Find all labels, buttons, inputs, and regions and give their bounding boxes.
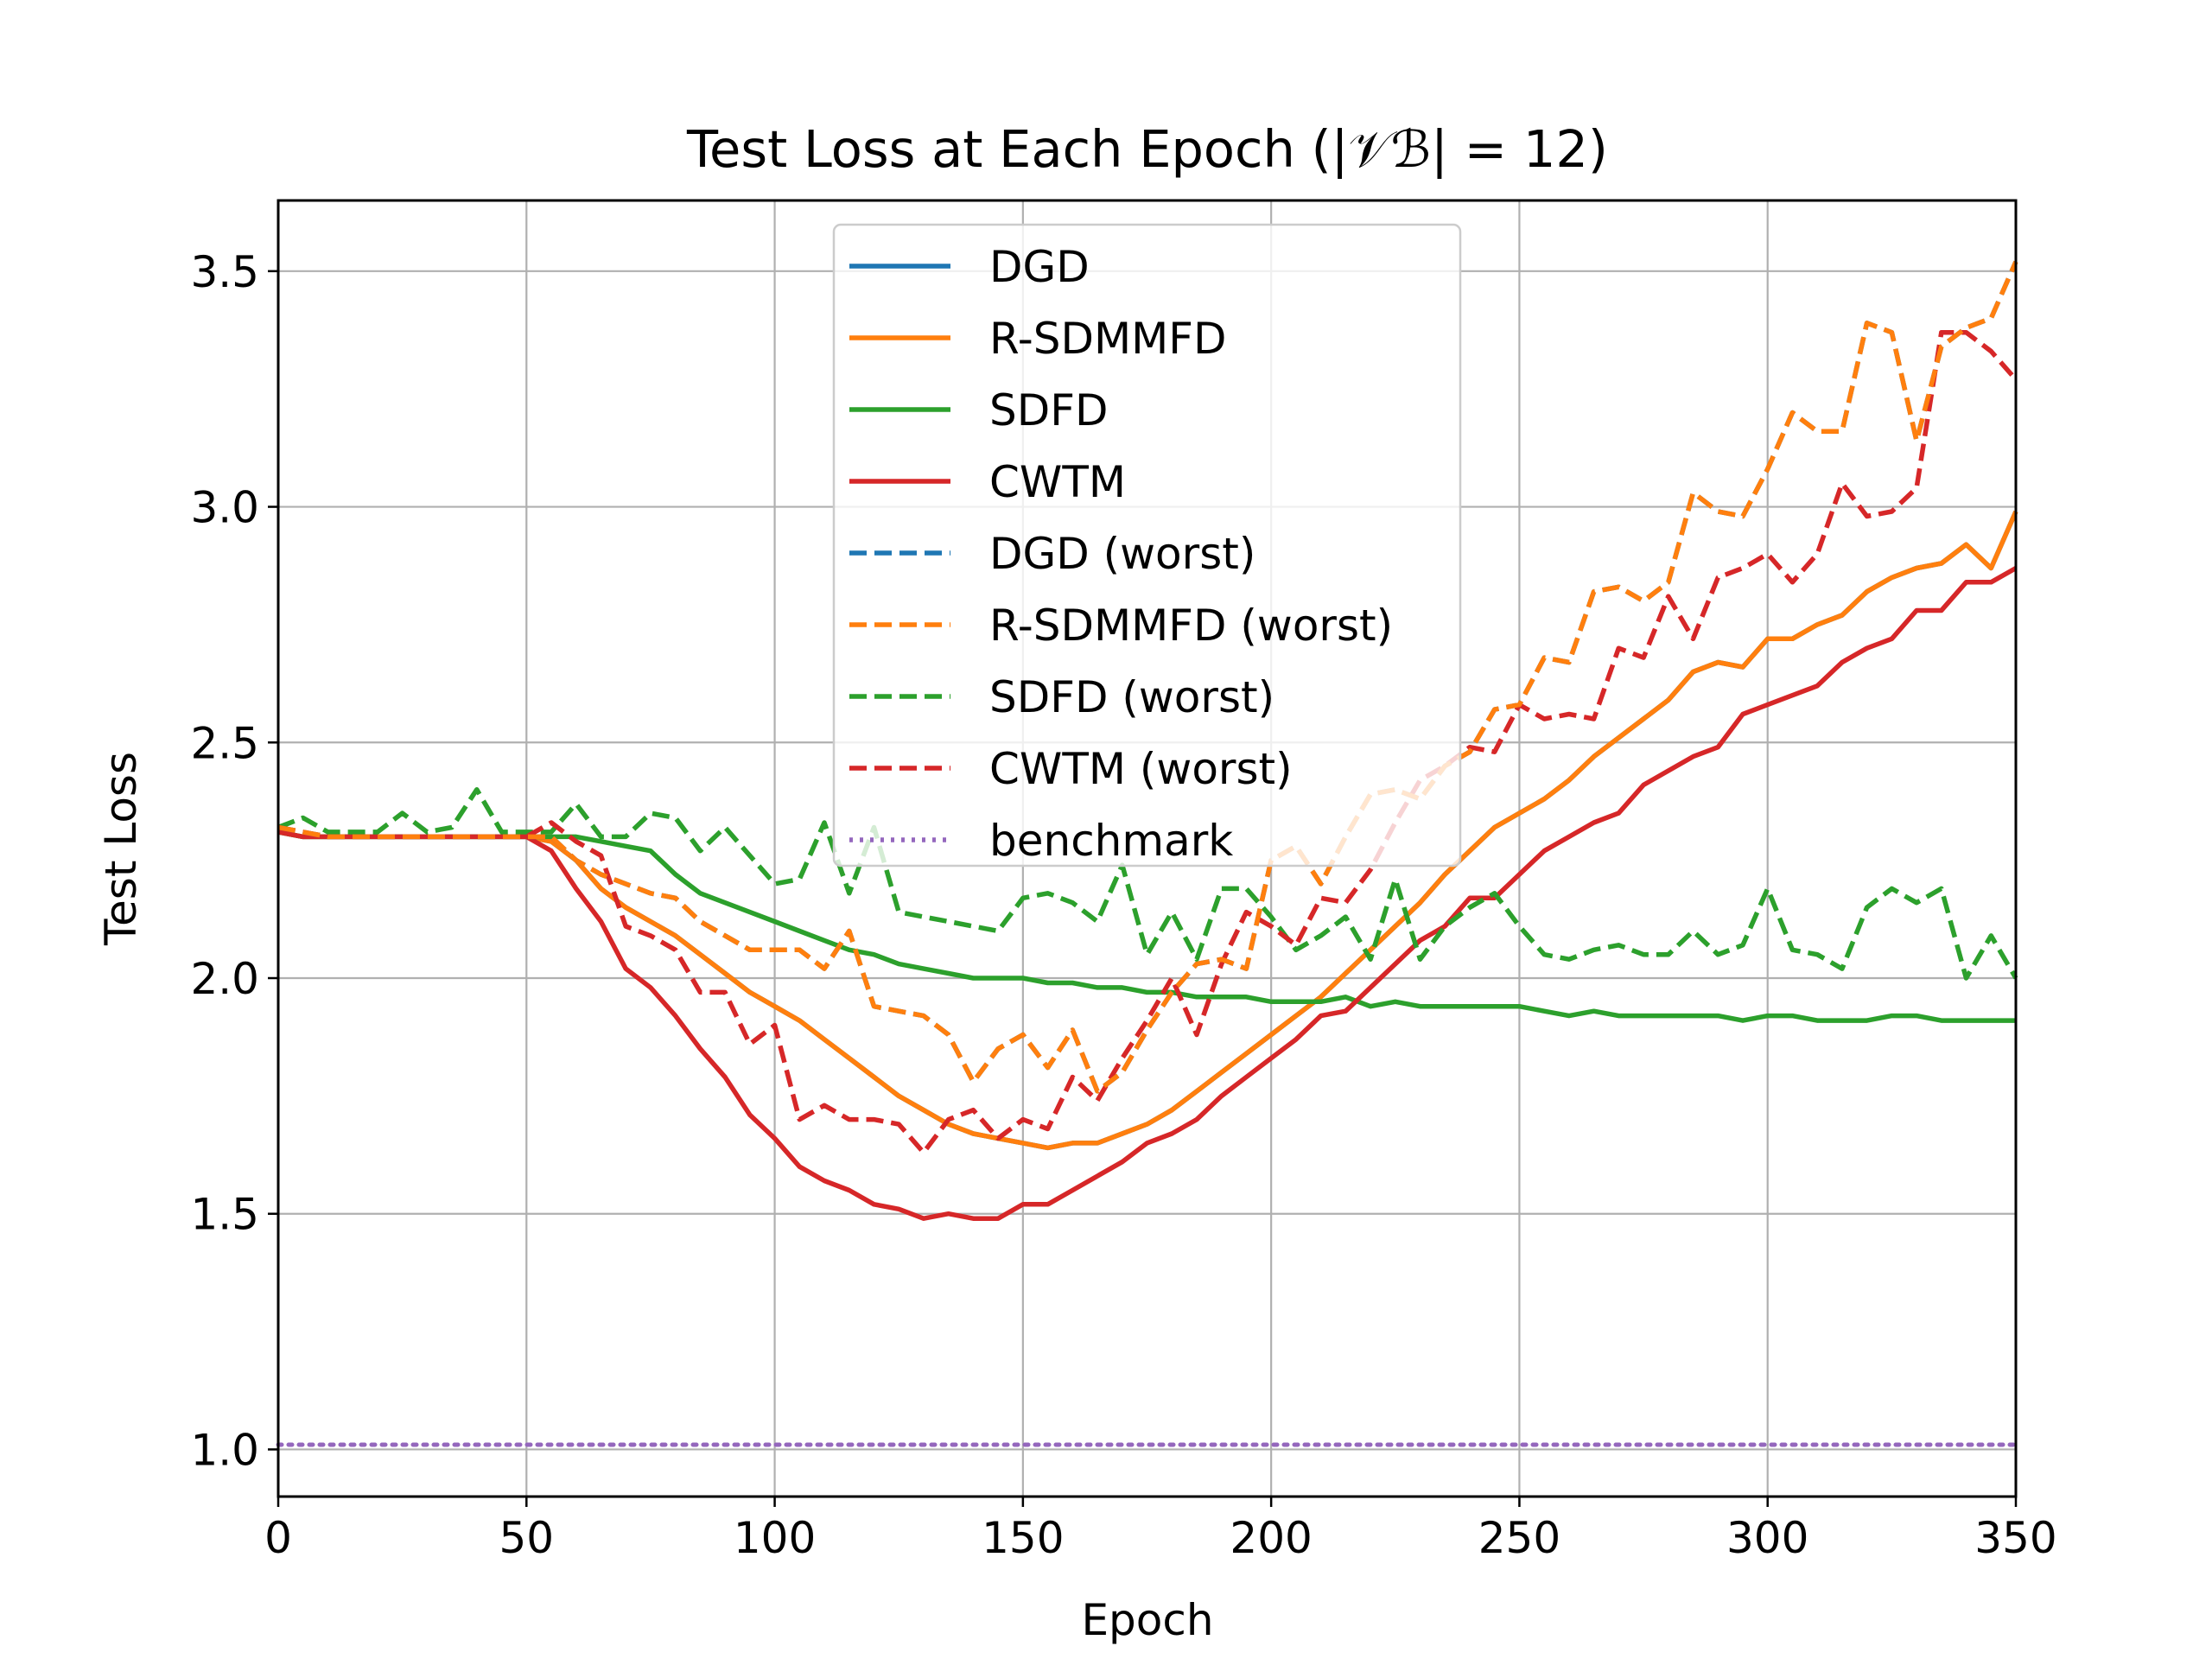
x-tick-label: 50 <box>499 1513 554 1563</box>
plot-frame <box>276 199 2018 1498</box>
series-line-cwtm-worst <box>277 329 2018 1155</box>
x-tick-label: 300 <box>1726 1513 1808 1563</box>
legend-label: R-SDMMFD <box>989 314 1227 364</box>
legend-label: CWTM <box>989 457 1126 507</box>
x-axis: 0 50 100 150 200 250 300 350 <box>264 1497 2057 1563</box>
y-axis-label: Test Loss <box>96 752 146 946</box>
legend-label: DGD <box>989 242 1090 292</box>
legend-label: benchmark <box>989 816 1233 866</box>
legend-label: DGD (worst) <box>989 529 1255 579</box>
x-tick-label: 150 <box>982 1513 1064 1563</box>
legend-box <box>832 223 1462 868</box>
legend-label: CWTM (worst) <box>989 744 1293 794</box>
legend-label: R-SDMMFD (worst) <box>989 601 1393 651</box>
y-tick-label: 2.5 <box>190 718 259 768</box>
y-tick-label: 2.0 <box>190 954 259 1004</box>
plot-series <box>276 260 2018 1447</box>
y-tick-label: 1.5 <box>190 1190 259 1240</box>
y-tick-label: 1.0 <box>190 1425 259 1475</box>
series-line-cwtm <box>277 566 2018 1221</box>
y-axis: 1.0 1.5 2.0 2.5 3.0 3.5 <box>190 247 278 1475</box>
series-line-sdfd-worst <box>277 787 2018 981</box>
x-tick-label: 350 <box>1974 1513 2056 1563</box>
x-axis-label: Epoch <box>1081 1595 1213 1645</box>
legend: DGD R-SDMMFD SDFD CWTM DGD (worst) R-SDMMFD (… <box>832 223 1462 868</box>
x-tick-label: 100 <box>734 1513 816 1563</box>
y-tick-label: 3.5 <box>190 247 259 297</box>
legend-label: SDFD <box>989 385 1109 435</box>
x-tick-label: 0 <box>264 1513 292 1563</box>
x-tick-label: 250 <box>1478 1513 1560 1563</box>
chart-title: Test Loss at Each Epoch (|𝒱ℬ| = 12) <box>686 119 1608 179</box>
legend-label: SDFD (worst) <box>989 672 1274 722</box>
series-line-r-sdmmfd <box>277 510 2018 1151</box>
y-tick-label: 3.0 <box>190 483 259 533</box>
x-tick-label: 200 <box>1230 1513 1312 1563</box>
series-line-r-sdmmfd-worst <box>277 260 2018 1094</box>
series-line-sdfd <box>277 830 2016 1023</box>
